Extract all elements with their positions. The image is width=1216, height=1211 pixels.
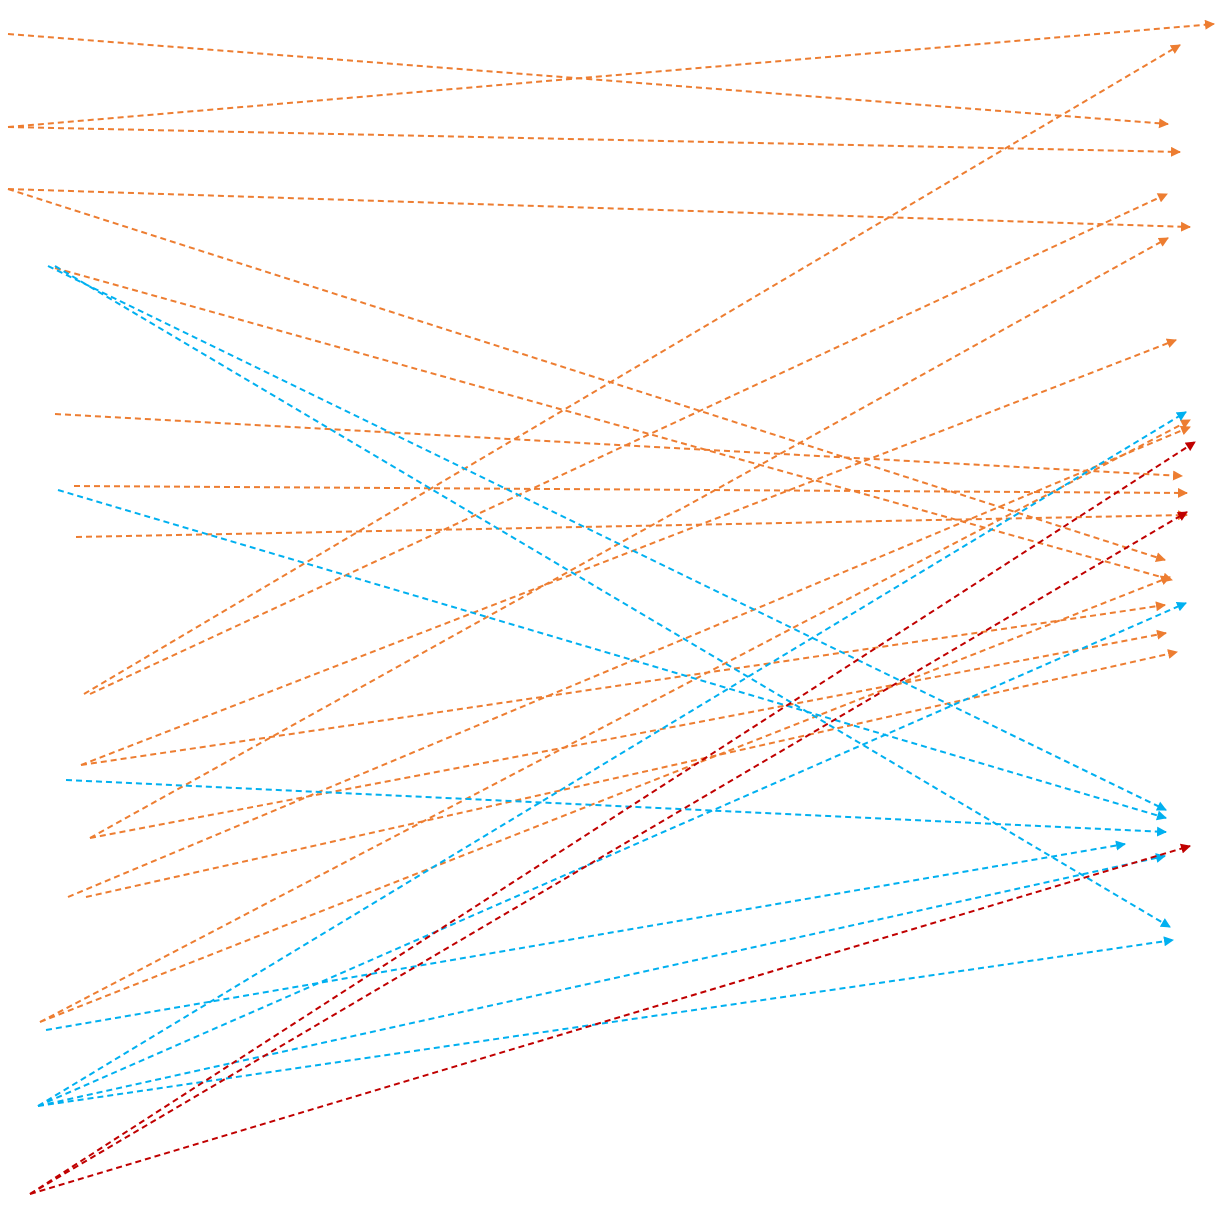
orange-dashed-arrow bbox=[89, 629, 1167, 839]
blue-dashed-arrow bbox=[45, 840, 1126, 1031]
orange-dashed-arrow bbox=[39, 575, 1171, 1023]
arrow-group bbox=[7, 19, 1215, 1195]
orange-dashed-arrow bbox=[85, 649, 1178, 898]
orange-dashed-arrow bbox=[80, 601, 1166, 766]
orange-dashed-arrow bbox=[7, 188, 1191, 232]
blue-dashed-arrow bbox=[47, 265, 1167, 811]
blue-dashed-arrow bbox=[37, 602, 1187, 1107]
orange-dashed-arrow bbox=[73, 485, 1188, 498]
orange-dashed-arrow bbox=[7, 126, 1181, 157]
red-dashed-arrow bbox=[29, 843, 1191, 1195]
orange-dashed-arrow bbox=[80, 338, 1177, 766]
orange-dashed-arrow bbox=[54, 413, 1183, 481]
blue-dashed-arrow bbox=[57, 489, 1167, 821]
orange-dashed-arrow bbox=[7, 19, 1215, 128]
orange-dashed-arrow bbox=[39, 419, 1191, 1023]
blue-dashed-arrow bbox=[65, 779, 1167, 837]
blue-dashed-arrow bbox=[37, 853, 1166, 1107]
blue-dashed-arrow bbox=[54, 265, 1171, 928]
red-dashed-arrow bbox=[29, 441, 1196, 1195]
orange-dashed-arrow bbox=[54, 267, 1173, 583]
orange-dashed-arrow bbox=[67, 425, 1191, 898]
orange-dashed-arrow bbox=[89, 193, 1168, 695]
orange-dashed-arrow bbox=[83, 44, 1181, 695]
blue-dashed-arrow bbox=[37, 411, 1187, 1107]
orange-dashed-arrow bbox=[75, 510, 1188, 538]
orange-dashed-arrow bbox=[89, 237, 1169, 839]
orange-dashed-arrow bbox=[7, 33, 1169, 129]
orange-dashed-arrow bbox=[7, 188, 1166, 563]
blue-dashed-arrow bbox=[37, 936, 1174, 1107]
red-dashed-arrow bbox=[29, 511, 1188, 1195]
